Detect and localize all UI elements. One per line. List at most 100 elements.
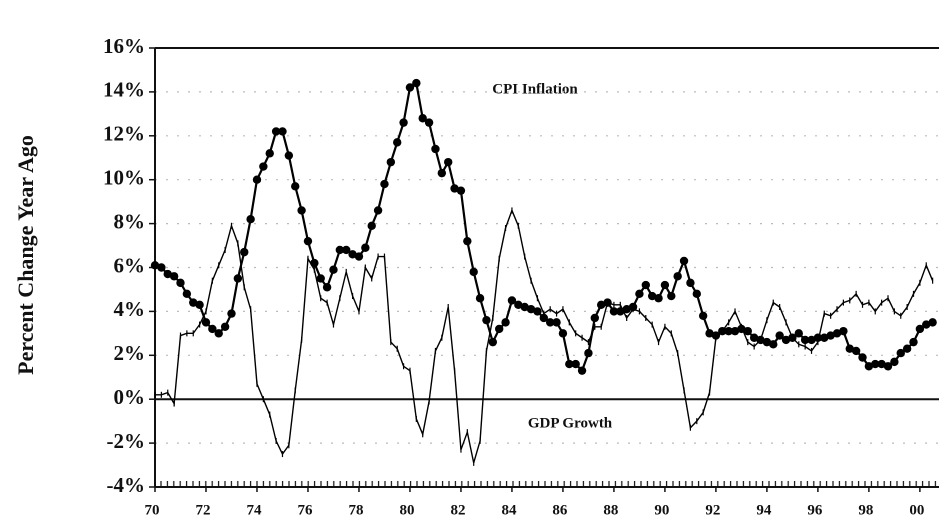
y-tick-label: 6% xyxy=(114,253,146,277)
cpi-point xyxy=(329,265,338,274)
cpi-point xyxy=(514,300,523,310)
cpi-point xyxy=(609,307,619,316)
x-tick-label: 80 xyxy=(399,502,414,518)
cpi-point xyxy=(201,318,211,327)
cpi-point xyxy=(845,344,854,353)
cpi-point xyxy=(354,252,364,261)
cpi-point xyxy=(157,263,166,272)
cpi-point xyxy=(641,280,650,290)
cpi-point xyxy=(227,309,236,318)
cpi-point xyxy=(660,280,670,290)
cpi-point xyxy=(871,359,880,369)
cpi-point xyxy=(163,269,172,279)
cpi-point xyxy=(373,206,383,215)
cpi-point xyxy=(182,289,192,299)
cpi-point xyxy=(431,144,440,154)
cpi-annotation: CPI Inflation xyxy=(492,81,578,97)
x-tick-label: 70 xyxy=(145,502,160,518)
cpi-point xyxy=(571,359,580,369)
cpi-point xyxy=(545,318,555,327)
cpi-point xyxy=(743,326,752,336)
cpi-point xyxy=(189,298,198,307)
cpi-point xyxy=(667,291,676,301)
cpi-point xyxy=(673,272,682,281)
y-tick-label: 12% xyxy=(103,122,145,146)
series-line xyxy=(154,81,933,373)
cpi-point xyxy=(749,333,759,342)
cpi-point xyxy=(405,83,415,92)
cpi-point xyxy=(724,326,733,336)
cpi-point xyxy=(418,114,427,123)
x-tick-label: 88 xyxy=(603,502,618,518)
cpi-point xyxy=(444,157,453,167)
cpi-point xyxy=(386,157,396,167)
cpi-point xyxy=(220,322,230,331)
cpi-point xyxy=(654,294,663,303)
cpi-point xyxy=(520,302,529,312)
x-tick-label: 96 xyxy=(807,502,823,518)
cpi-point xyxy=(316,274,325,283)
cpi-point xyxy=(342,245,351,255)
cpi-point xyxy=(297,206,306,215)
x-tick-label: 92 xyxy=(705,502,720,518)
x-tick-label: 82 xyxy=(450,502,465,518)
cpi-point xyxy=(393,138,402,147)
y-tick-label: -2% xyxy=(107,429,146,453)
cpi-point xyxy=(246,215,255,224)
cpi-point xyxy=(482,315,491,325)
cpi-point xyxy=(259,162,268,171)
gdp-annotation: GDP Growth xyxy=(528,415,613,431)
cpi-point xyxy=(902,344,912,353)
cpi-point xyxy=(437,168,447,178)
cpi-point xyxy=(577,366,587,375)
cpi-point xyxy=(501,318,510,327)
cpi-point xyxy=(909,337,918,347)
cpi-point xyxy=(915,324,925,334)
x-tick-label: 86 xyxy=(552,502,568,518)
cpi-point xyxy=(896,348,905,358)
cpi-point xyxy=(412,78,421,88)
x-tick-label: 94 xyxy=(756,502,772,518)
x-tick-label: 74 xyxy=(246,502,262,518)
cpi-point xyxy=(883,362,893,371)
cpi-point xyxy=(252,175,262,184)
y-axis-label: Percent Change Year Ago xyxy=(13,135,38,375)
cpi-point xyxy=(781,335,791,345)
y-tick-label: -4% xyxy=(107,473,146,497)
cpi-point xyxy=(526,305,536,314)
x-tick-label: 72 xyxy=(195,502,210,518)
cpi-point xyxy=(552,318,561,327)
y-tick-label: 8% xyxy=(114,209,146,233)
cpi-point xyxy=(240,247,249,257)
cpi-point xyxy=(450,184,459,193)
cpi-point xyxy=(698,311,708,320)
cpi-point xyxy=(877,359,886,369)
y-tick-label: 14% xyxy=(103,78,145,102)
cpi-point xyxy=(361,243,370,252)
cpi-point xyxy=(214,329,223,338)
cpi-point xyxy=(475,294,485,303)
cpi-point xyxy=(864,362,874,371)
cpi-point xyxy=(195,300,204,310)
cpi-point xyxy=(265,149,274,158)
cpi-point xyxy=(278,127,287,136)
cpi-point xyxy=(622,305,631,314)
cpi-point xyxy=(769,340,778,349)
cpi-point xyxy=(469,267,478,277)
cpi-point xyxy=(775,331,784,340)
cpi-point xyxy=(635,289,644,299)
cpi-point xyxy=(832,329,842,338)
cpi-point xyxy=(705,329,714,338)
cpi-point xyxy=(820,333,829,342)
cpi-point xyxy=(303,236,313,246)
cpi-point xyxy=(335,245,345,255)
cpi-point xyxy=(730,326,740,336)
cpi-point xyxy=(284,151,294,160)
cpi-point xyxy=(399,118,408,127)
cpi-point xyxy=(208,324,217,334)
cpi-point xyxy=(807,335,816,345)
cpi-point xyxy=(590,313,600,323)
cpi-point xyxy=(851,346,861,356)
cpi-point xyxy=(310,258,319,268)
